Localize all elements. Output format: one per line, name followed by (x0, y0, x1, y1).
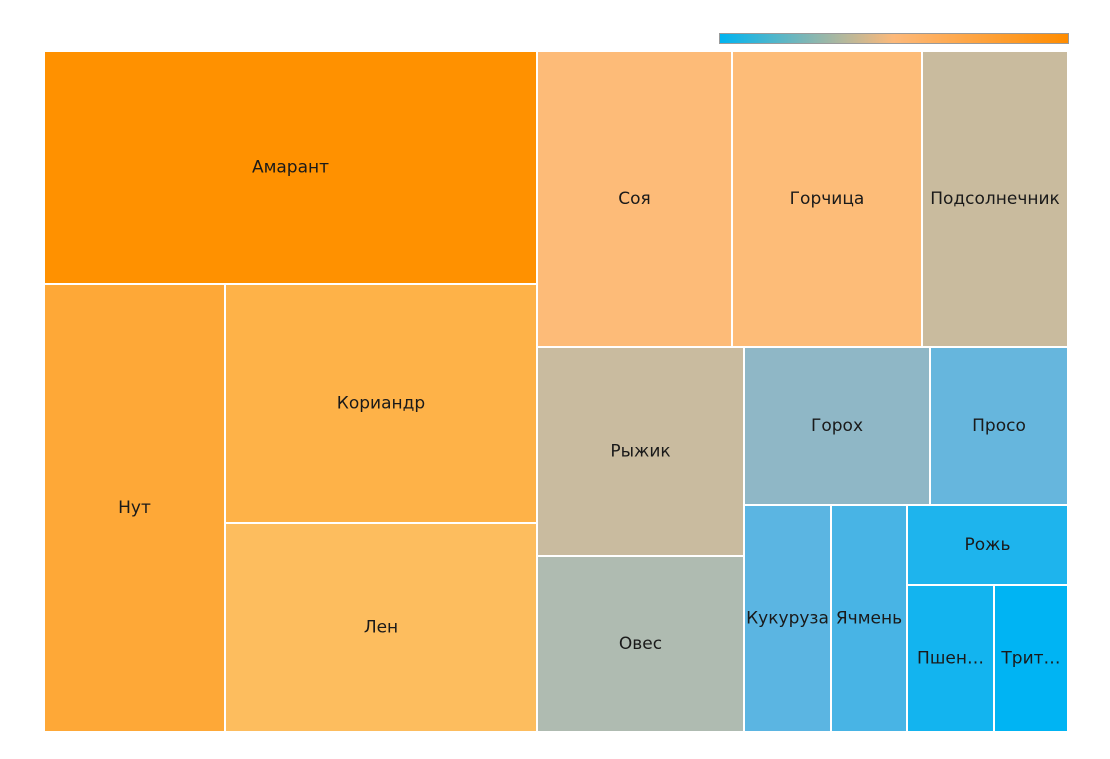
treemap-cell-5[interactable]: Соя (536, 50, 733, 348)
treemap-rect[interactable] (993, 584, 1069, 733)
treemap-rect[interactable] (536, 555, 745, 733)
treemap-rect[interactable] (906, 584, 995, 733)
treemap-cell-10[interactable]: Горох (743, 346, 931, 506)
treemap-cell-9[interactable]: Овес (536, 555, 745, 733)
treemap-rect[interactable] (224, 522, 538, 733)
treemap-label: Ячмень (836, 609, 902, 629)
treemap-label: Горох (811, 416, 863, 436)
treemap-label: Рыжик (610, 442, 670, 462)
treemap-cell-15[interactable]: Пшен… (906, 584, 995, 733)
treemap-label: Горчица (790, 189, 865, 209)
treemap-label: Подсолнечник (930, 189, 1060, 209)
color-scale-legend (719, 33, 1069, 44)
treemap-cell-2[interactable]: Нут (43, 283, 226, 733)
treemap-cell-8[interactable]: Рыжик (536, 346, 745, 557)
treemap-rect[interactable] (929, 346, 1069, 506)
treemap-cell-7[interactable]: Подсолнечник (921, 50, 1069, 348)
treemap-label: Рожь (965, 535, 1011, 555)
treemap-cell-16[interactable]: Трит… (993, 584, 1069, 733)
treemap-label: Овес (619, 634, 662, 654)
treemap-rect[interactable] (830, 504, 908, 733)
treemap-rect[interactable] (921, 50, 1069, 348)
treemap-rect[interactable] (536, 50, 733, 348)
treemap-cell-4[interactable]: Лен (224, 522, 538, 733)
treemap-cell-3[interactable]: Кориандр (224, 283, 538, 524)
treemap-label: Пшен… (917, 649, 984, 669)
treemap-label: Лен (364, 618, 398, 638)
treemap-cell-13[interactable]: Ячмень (830, 504, 908, 733)
treemap-label: Соя (618, 189, 651, 209)
treemap-rect[interactable] (43, 283, 226, 733)
treemap-label: Кукуруза (746, 609, 829, 629)
treemap-cell-6[interactable]: Горчица (731, 50, 923, 348)
treemap-cell-12[interactable]: Кукуруза (743, 504, 832, 733)
treemap-label: Просо (972, 416, 1026, 436)
treemap-label: Нут (118, 498, 151, 518)
treemap-rect[interactable] (743, 504, 832, 733)
treemap-cell-14[interactable]: Рожь (906, 504, 1069, 586)
treemap-label: Трит… (1000, 649, 1060, 669)
treemap-label: Кориандр (337, 394, 425, 414)
treemap-rect[interactable] (536, 346, 745, 557)
treemap-rect[interactable] (906, 504, 1069, 586)
treemap-cell-11[interactable]: Просо (929, 346, 1069, 506)
treemap-label: Амарант (252, 158, 329, 178)
treemap-cell-1[interactable]: Амарант (43, 50, 538, 285)
treemap-rect[interactable] (731, 50, 923, 348)
